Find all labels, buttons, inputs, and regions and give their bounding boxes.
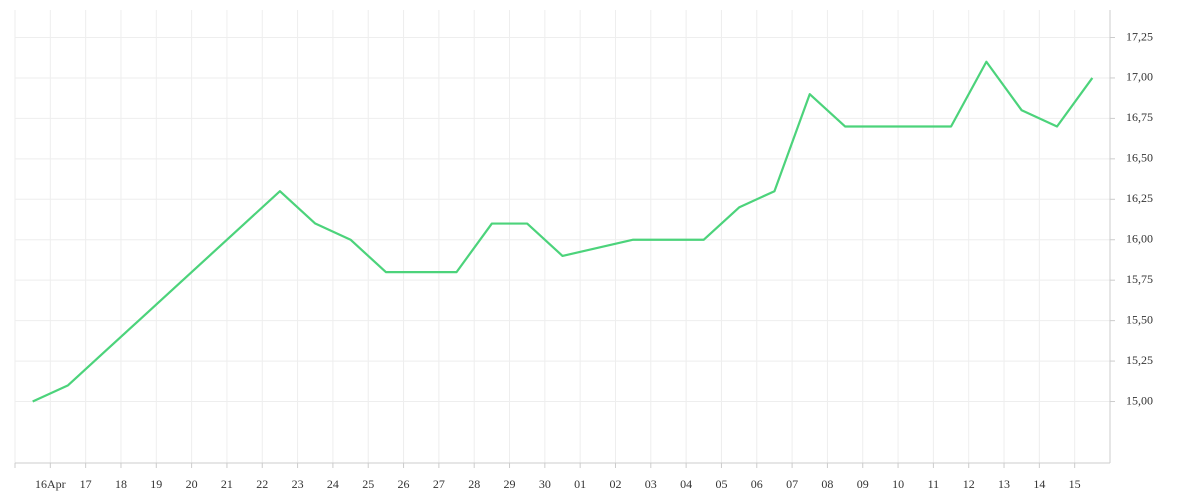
x-tick-label: 16Apr <box>35 477 66 491</box>
x-tick-label: 13 <box>998 477 1010 491</box>
x-tick-label: 06 <box>751 477 763 491</box>
x-tick-label: 04 <box>680 477 692 491</box>
x-tick-label: 11 <box>928 477 940 491</box>
y-tick-label: 17,00 <box>1126 70 1153 84</box>
x-tick-label: 15 <box>1069 477 1081 491</box>
x-tick-label: 25 <box>362 477 374 491</box>
x-tick-label: 30 <box>539 477 551 491</box>
y-tick-label: 17,25 <box>1126 29 1153 43</box>
x-tick-label: 22 <box>256 477 268 491</box>
y-tick-label: 16,25 <box>1126 191 1153 205</box>
x-tick-label: 20 <box>186 477 198 491</box>
x-tick-label: 10 <box>892 477 904 491</box>
y-tick-label: 16,50 <box>1126 151 1153 165</box>
y-tick-label: 15,75 <box>1126 272 1153 286</box>
x-tick-label: 03 <box>645 477 657 491</box>
y-tick-label: 15,25 <box>1126 353 1153 367</box>
x-tick-label: 24 <box>327 477 339 491</box>
y-tick-label: 16,00 <box>1126 231 1153 245</box>
x-tick-label: 12 <box>963 477 975 491</box>
x-tick-label: 19 <box>150 477 162 491</box>
y-tick-label: 15,50 <box>1126 312 1153 326</box>
x-tick-label: 21 <box>221 477 233 491</box>
x-tick-label: 08 <box>821 477 833 491</box>
x-tick-label: 09 <box>857 477 869 491</box>
x-tick-label: 14 <box>1033 477 1045 491</box>
x-tick-label: 17 <box>80 477 92 491</box>
x-tick-label: 05 <box>715 477 727 491</box>
y-tick-label: 16,75 <box>1126 110 1153 124</box>
y-tick-label: 15,00 <box>1126 393 1153 407</box>
x-tick-label: 23 <box>292 477 304 491</box>
x-tick-label: 07 <box>786 477 798 491</box>
x-tick-label: 18 <box>115 477 127 491</box>
x-tick-label: 27 <box>433 477 445 491</box>
x-tick-label: 02 <box>609 477 621 491</box>
line-series <box>32 60 1094 403</box>
x-tick-label: 26 <box>398 477 410 491</box>
x-tick-label: 29 <box>504 477 516 491</box>
x-tick-label: 28 <box>468 477 480 491</box>
x-tick-label: 01 <box>574 477 586 491</box>
